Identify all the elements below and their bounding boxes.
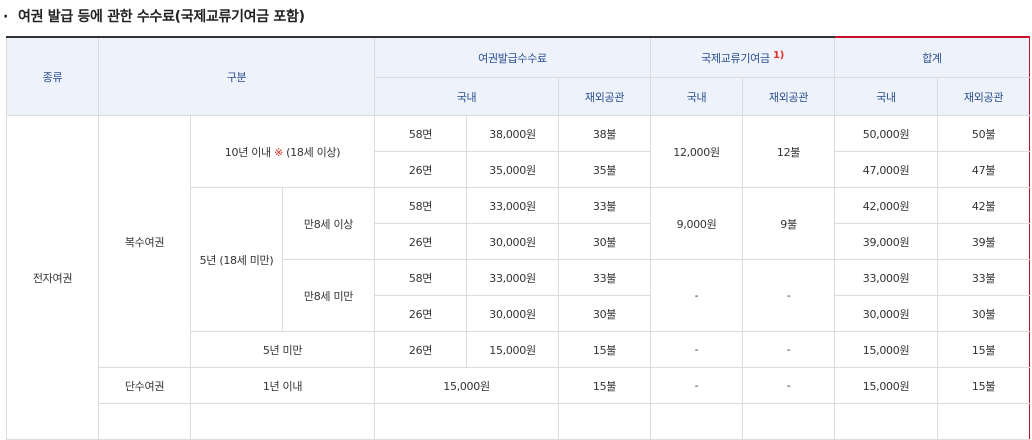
cell-fee-domestic: 33,000원: [466, 259, 560, 296]
cell-fee-overseas: 33불: [558, 187, 652, 224]
cell-pages: 26면: [374, 331, 468, 368]
cell-fee-overseas: 15불: [558, 331, 652, 368]
cell-total-overseas: 50불: [937, 115, 1031, 152]
cell-total-domestic: 47,000원: [834, 151, 939, 188]
cell-empty: [834, 403, 939, 440]
cell-pages: 58면: [374, 115, 468, 152]
cell-contrib-overseas: -: [742, 367, 836, 404]
cell-empty: [374, 403, 560, 440]
table-row: 26면 30,000원 30불 39,000원 39불: [7, 223, 1031, 260]
cell-contrib-overseas: -: [742, 331, 836, 368]
cell-fee-domestic: 15,000원: [374, 367, 560, 404]
note-mark-icon: ※: [274, 145, 283, 159]
cell-contrib-domestic: -: [650, 367, 744, 404]
table-row: 26면 35,000원 35불 47,000원 47불: [7, 151, 1031, 188]
cell-multiple-passport: 복수여권: [98, 115, 191, 368]
cell-total-overseas: 47불: [937, 151, 1031, 188]
ten-year-label: 10년 이내: [224, 145, 275, 159]
table-row: 26면 30,000원 30불 30,000원 30불: [7, 295, 1031, 332]
cell-fee-overseas: 15불: [558, 367, 652, 404]
header-total-domestic: 국내: [834, 77, 939, 116]
cell-empty: [937, 403, 1031, 440]
table-row: 5년 미만 26면 15,000원 15불 - - 15,000원 15불: [7, 331, 1031, 368]
cell-total-domestic: 30,000원: [834, 295, 939, 332]
cell-total-domestic: 39,000원: [834, 223, 939, 260]
table-row: [7, 403, 1031, 440]
cell-contrib-overseas: -: [742, 259, 836, 332]
header-category: 구분: [97, 36, 376, 116]
cell-total-domestic: 42,000원: [834, 187, 939, 224]
cell-empty: [98, 403, 191, 440]
cell-pages: 26면: [374, 151, 468, 188]
header-contribution-label: 국제교류기여금: [701, 51, 770, 65]
cell-age8-over: 만8세 이상: [281, 187, 376, 260]
cell-fee-overseas: 30불: [558, 223, 652, 260]
table-row: 5년 (18세 미만) 만8세 이상 58면 33,000원 33불 9,000…: [7, 187, 1031, 332]
cell-total-overseas: 15불: [937, 331, 1031, 368]
header-contrib-overseas: 재외공관: [742, 77, 836, 116]
cell-total-domestic: 15,000원: [834, 331, 939, 368]
cell-contrib-domestic: 12,000원: [650, 115, 744, 188]
ten-year-age: (18세 이상): [282, 145, 341, 159]
heading-text: 여권 발급 등에 관한 수수료(국제교류기여금 포함): [18, 9, 305, 25]
cell-total-domestic: 33,000원: [834, 259, 939, 296]
cell-single-passport: 단수여권: [98, 367, 191, 404]
cell-contrib-overseas: 12불: [742, 115, 836, 188]
header-issue-fee: 여권발급수수료: [374, 36, 652, 78]
cell-fee-domestic: 30,000원: [466, 295, 560, 332]
header-total: 합계: [834, 36, 1031, 78]
cell-total-domestic: 15,000원: [834, 367, 939, 404]
cell-five-year-minor: 5년 (18세 미만): [190, 187, 283, 332]
cell-empty: [650, 403, 744, 440]
cell-total-overseas: 30불: [937, 295, 1031, 332]
cell-fee-domestic: 33,000원: [466, 187, 560, 224]
cell-within1: 1년 이내: [189, 367, 376, 404]
table-row: 단수여권 1년 이내 15,000원 15불 - - 15,000원 15불: [7, 367, 1031, 404]
cell-fee-overseas: 38불: [558, 115, 652, 152]
cell-contrib-domestic: -: [650, 259, 744, 332]
cell-under5: 5년 미만: [189, 331, 376, 368]
cell-contrib-overseas: 9불: [742, 187, 836, 260]
cell-pages: 58면: [374, 187, 468, 224]
cell-total-overseas: 42불: [937, 187, 1031, 224]
cell-fee-domestic: 38,000원: [466, 115, 560, 152]
cell-empty: [742, 403, 836, 440]
cell-total-domestic: 50,000원: [834, 115, 939, 152]
cell-total-overseas: 39불: [937, 223, 1031, 260]
cell-pages: 26면: [374, 223, 468, 260]
cell-fee-domestic: 15,000원: [466, 331, 560, 368]
cell-age8-under: 만8세 미만: [281, 259, 376, 332]
cell-fee-domestic: 35,000원: [466, 151, 560, 188]
cell-fee-overseas: 35불: [558, 151, 652, 188]
cell-fee-overseas: 33불: [558, 259, 652, 296]
bullet-icon: ·: [3, 9, 9, 25]
cell-pages: 58면: [374, 259, 468, 296]
footnote-link[interactable]: 1): [773, 49, 784, 61]
cell-fee-domestic: 30,000원: [466, 223, 560, 260]
header-total-overseas: 재외공관: [937, 77, 1031, 116]
cell-pages: 26면: [374, 295, 468, 332]
fee-table: 종류 구분 여권발급수수료 국제교류기여금 1) 합계 국내 재외공관 국내 재…: [6, 36, 1031, 440]
cell-contrib-domestic: 9,000원: [650, 187, 744, 260]
header-contribution: 국제교류기여금 1): [650, 36, 836, 78]
cell-contrib-domestic: -: [650, 331, 744, 368]
cell-ten-year: 10년 이내 ※ (18세 이상): [189, 115, 376, 188]
cell-total-overseas: 33불: [937, 259, 1031, 296]
cell-total-overseas: 15불: [937, 367, 1031, 404]
header-type: 종류: [6, 36, 99, 116]
table-row: 전자여권 복수여권 10년 이내 ※ (18세 이상) 58면 38,000원 …: [6, 115, 1031, 440]
cell-fee-overseas: 30불: [558, 295, 652, 332]
header-issue-domestic: 국내: [374, 77, 560, 116]
section-heading: · 여권 발급 등에 관한 수수료(국제교류기여금 포함): [3, 6, 305, 26]
cell-empty: [189, 403, 376, 440]
cell-empty: [558, 403, 652, 440]
header-contrib-domestic: 국내: [650, 77, 744, 116]
cell-electronic-passport: 전자여권: [6, 115, 99, 440]
header-issue-overseas: 재외공관: [558, 77, 652, 116]
